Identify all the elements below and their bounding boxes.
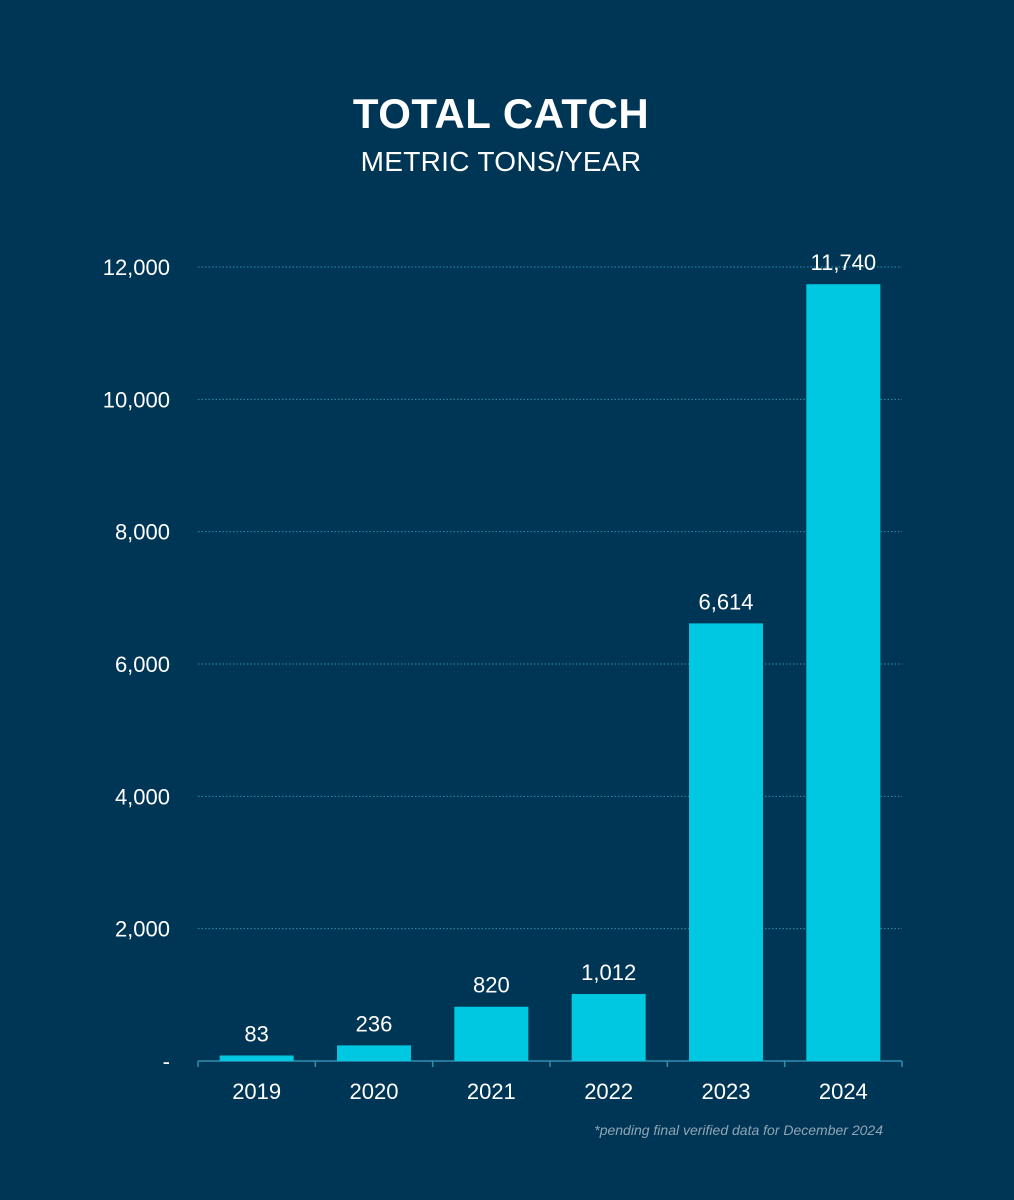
y-tick-label: 10,000	[103, 387, 170, 412]
data-label-2024: 11,740	[811, 250, 877, 275]
data-label-2019: 83	[244, 1022, 268, 1047]
x-tick-label-2019: 2019	[232, 1079, 281, 1104]
bar-2019	[219, 1055, 294, 1061]
data-label-2023: 6,614	[698, 589, 753, 614]
y-tick-label: 4,000	[115, 784, 170, 809]
data-label-2020: 236	[356, 1011, 393, 1036]
chart-footnote: *pending final verified data for Decembe…	[594, 1122, 883, 1138]
data-label-2021: 820	[473, 973, 510, 998]
x-tick-label-2022: 2022	[584, 1079, 633, 1104]
y-tick-label: 12,000	[103, 255, 170, 280]
data-label-2022: 1,012	[581, 960, 636, 985]
x-tick-label-2024: 2024	[819, 1079, 868, 1104]
bar-2024	[806, 284, 881, 1061]
bar-2023	[689, 623, 763, 1061]
x-tick-label-2020: 2020	[350, 1079, 399, 1104]
chart-title: TOTAL CATCH	[352, 90, 650, 137]
y-tick-label: 6,000	[115, 652, 170, 677]
bar-2022	[571, 994, 646, 1061]
x-tick-label-2021: 2021	[467, 1079, 516, 1104]
chart-subtitle: METRIC TONS/YEAR	[360, 146, 642, 177]
y-tick-label: 2,000	[115, 917, 170, 942]
x-tick-label-2023: 2023	[702, 1079, 751, 1104]
bar-2020	[337, 1045, 411, 1061]
y-tick-label: -	[163, 1049, 170, 1074]
y-tick-label: 8,000	[115, 520, 170, 545]
bar-2021	[454, 1006, 529, 1061]
